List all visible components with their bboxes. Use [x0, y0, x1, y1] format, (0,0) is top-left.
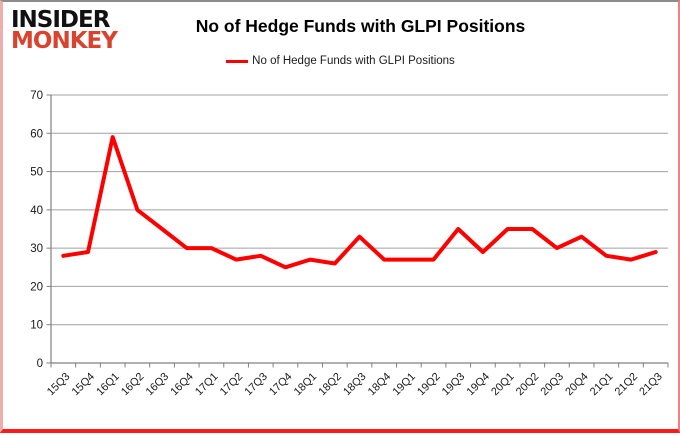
legend-line-swatch	[226, 59, 249, 63]
x-axis-label-16Q1: 16Q1	[94, 371, 122, 399]
legend-label: No of Hedge Funds with GLPI Positions	[252, 55, 455, 67]
y-axis-label-50: 50	[30, 167, 43, 179]
logo-line-insider: INSIDER	[11, 7, 110, 33]
x-axis-label-19Q1: 19Q1	[390, 371, 418, 399]
x-axis-label-20Q4: 20Q4	[563, 371, 591, 399]
x-axis-label-18Q1: 18Q1	[292, 371, 320, 399]
y-axis-label-40: 40	[30, 205, 43, 217]
y-axis-label-60: 60	[30, 128, 43, 140]
chart-svg: 01020304050607015Q315Q416Q116Q216Q316Q41…	[30, 90, 669, 399]
x-axis-label-17Q1: 17Q1	[193, 371, 221, 399]
x-axis-label-20Q1: 20Q1	[489, 371, 517, 399]
x-axis-label-17Q3: 17Q3	[242, 371, 270, 399]
logo-line-monkey: MONKEY	[11, 28, 118, 55]
x-axis-label-16Q3: 16Q3	[144, 371, 172, 399]
x-axis-label-18Q4: 18Q4	[366, 371, 394, 399]
x-axis-label-16Q2: 16Q2	[119, 371, 147, 399]
x-axis-label-19Q4: 19Q4	[464, 371, 492, 399]
x-axis-label-18Q2: 18Q2	[316, 371, 344, 399]
x-axis-label-20Q2: 20Q2	[514, 371, 542, 399]
x-axis-label-19Q3: 19Q3	[440, 371, 468, 399]
y-axis-label-10: 10	[30, 320, 43, 332]
chart-legend: No of Hedge Funds with GLPI Positions	[3, 55, 678, 67]
x-axis-label-20Q3: 20Q3	[539, 371, 567, 399]
x-axis-label-17Q2: 17Q2	[218, 371, 246, 399]
y-axis-label-0: 0	[37, 358, 43, 370]
x-axis-label-19Q2: 19Q2	[415, 371, 443, 399]
page-title: No of Hedge Funds with GLPI Positions	[195, 16, 526, 36]
y-axis-label-30: 30	[30, 243, 43, 255]
x-axis-label-18Q3: 18Q3	[341, 371, 369, 399]
y-axis-label-20: 20	[30, 281, 43, 293]
x-axis-label-17Q4: 17Q4	[267, 371, 295, 399]
x-axis-label-15Q3: 15Q3	[45, 371, 73, 399]
x-axis-label-15Q4: 15Q4	[70, 371, 98, 399]
x-axis-label-21Q2: 21Q2	[613, 371, 641, 399]
x-axis-label-21Q1: 21Q1	[588, 371, 616, 399]
y-axis-label-70: 70	[30, 90, 43, 102]
x-axis-label-21Q3: 21Q3	[637, 371, 665, 399]
x-axis-label-16Q4: 16Q4	[168, 371, 196, 399]
insider-monkey-logo: INSIDER MONKEY	[11, 7, 131, 55]
series-line-0	[61, 135, 658, 270]
